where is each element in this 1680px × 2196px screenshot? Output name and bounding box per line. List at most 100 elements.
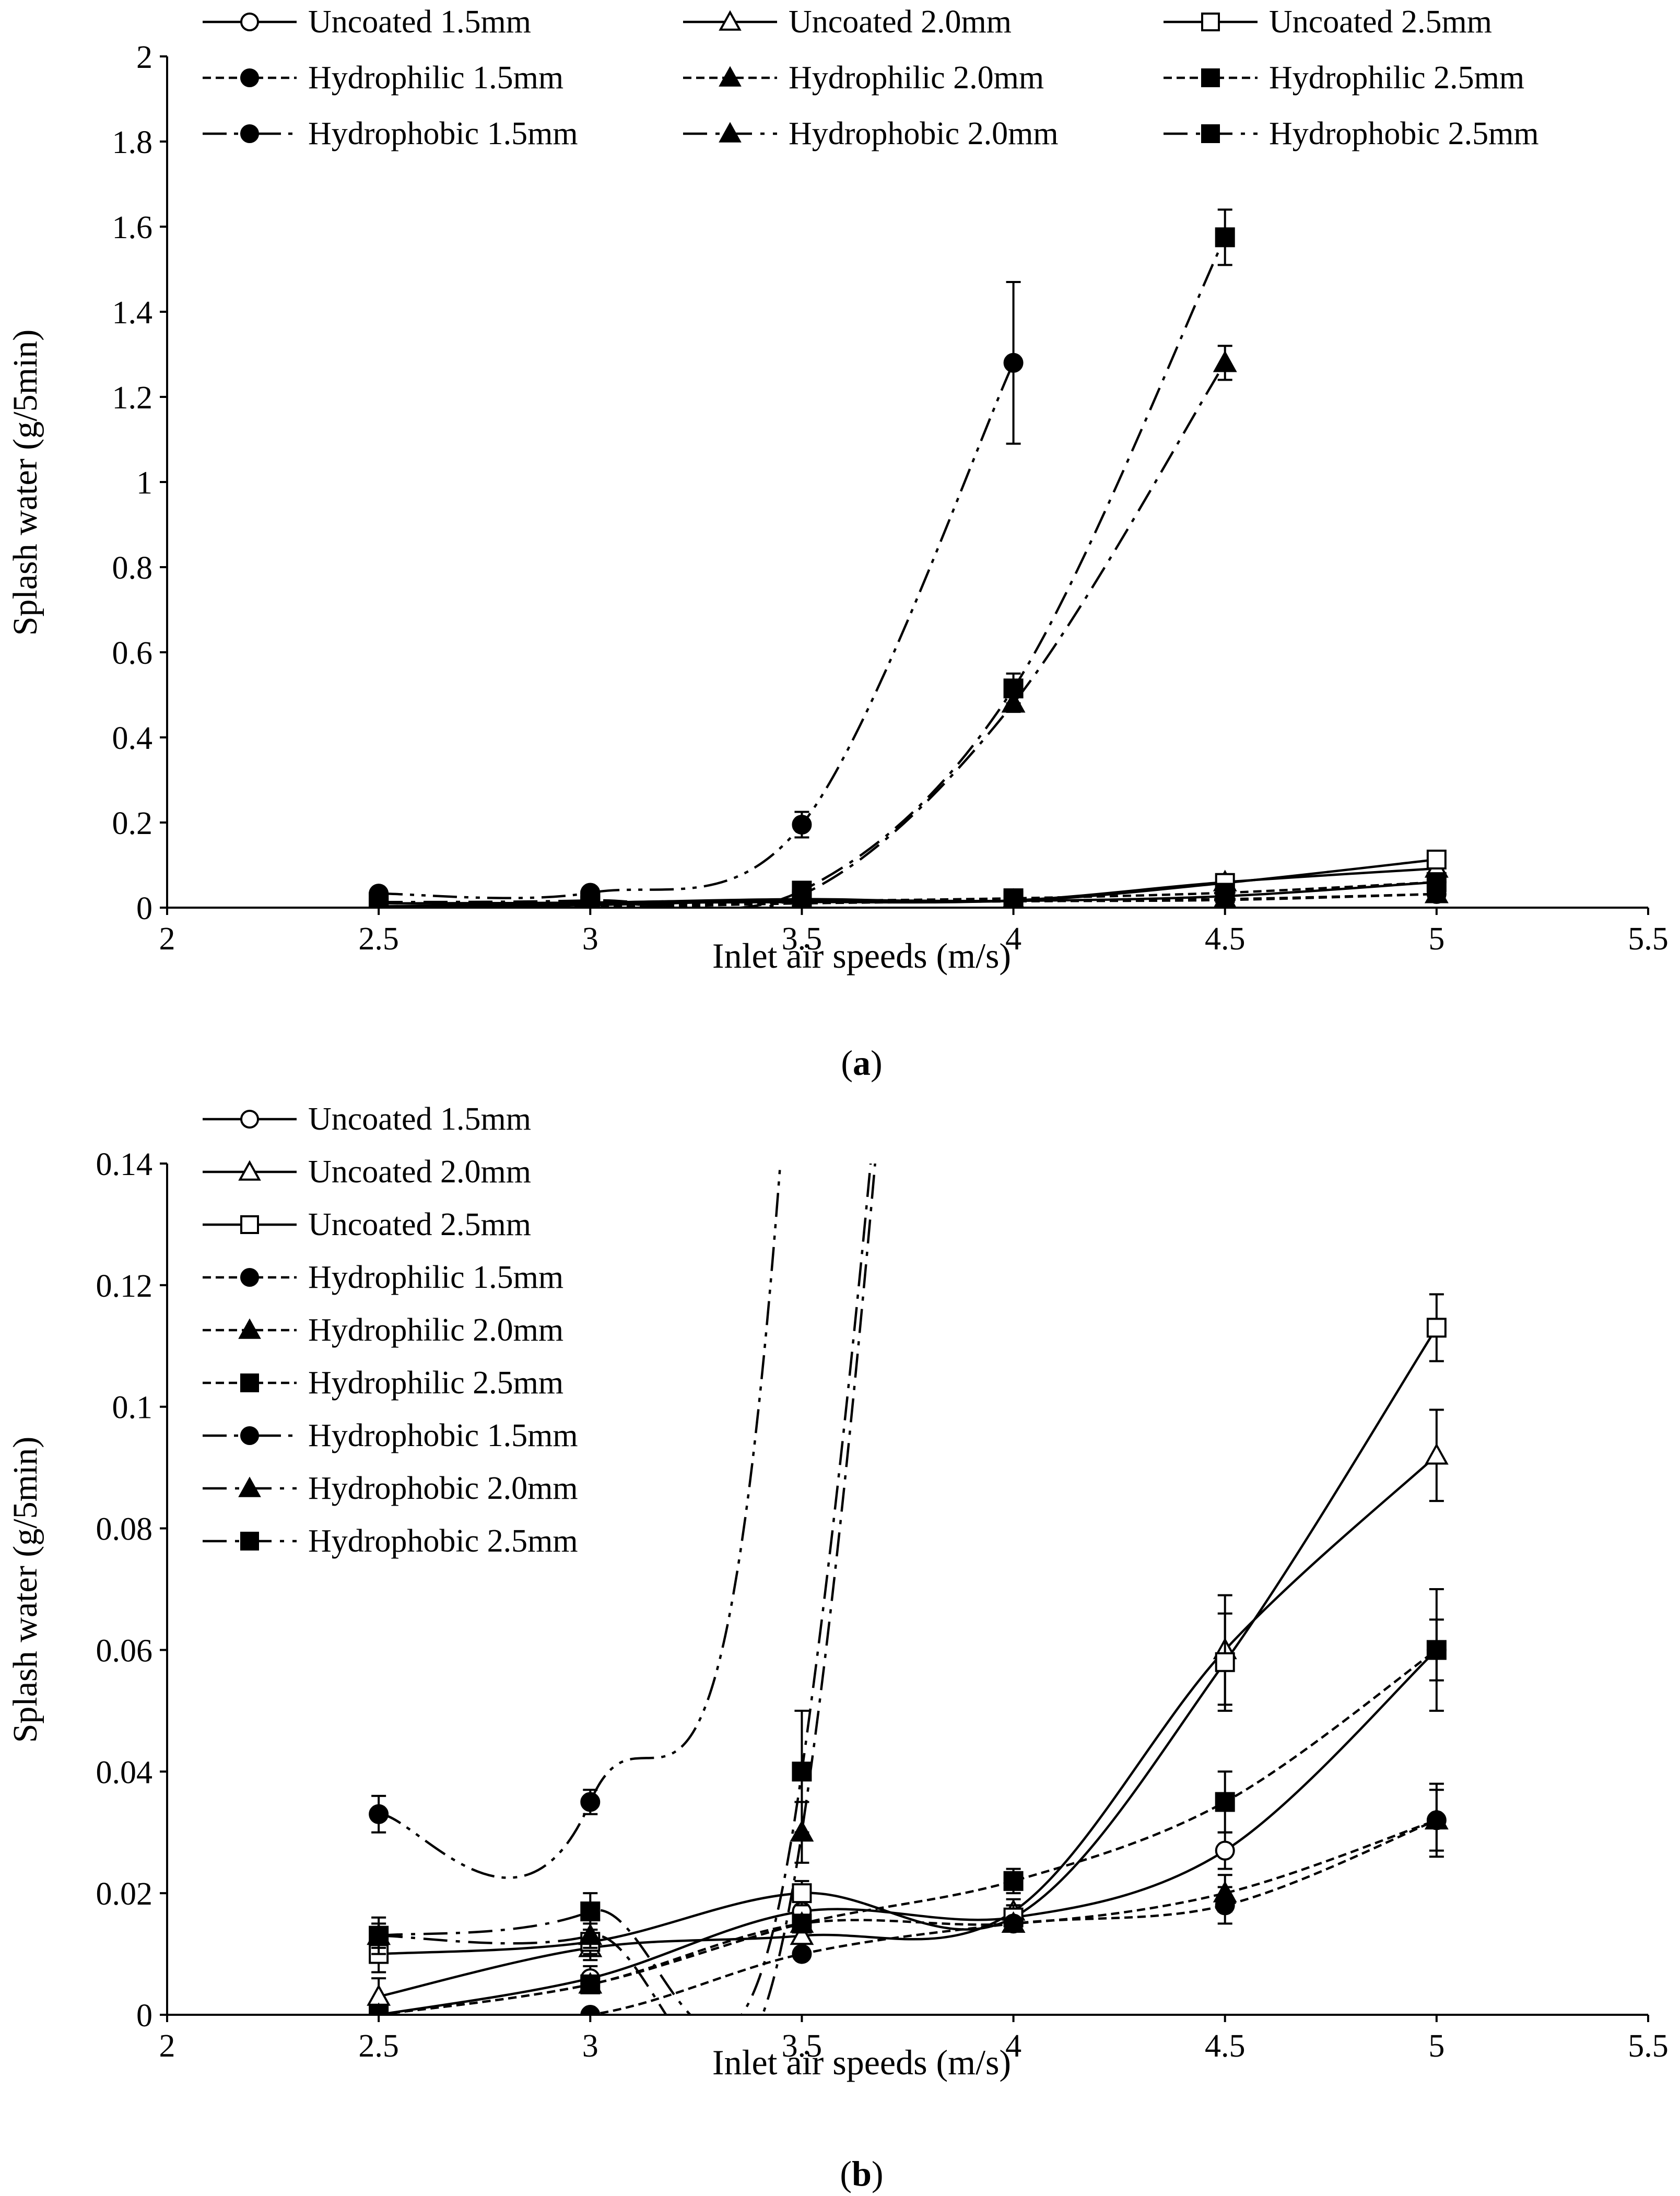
panel-a-data-point: [1003, 353, 1024, 373]
panel-b-x-axis-label: Inlet air speeds (m/s): [712, 2042, 1011, 2082]
panel-a-data-point: [1003, 888, 1024, 908]
panel-a-legend-marker: [1201, 124, 1220, 143]
panel-b-data-point: [792, 1762, 812, 1782]
panel-a-chart: 0 0.2 0.4 0.6 0.8 1 1.2 1.4 1.6 1.8 2 2 2.5 3 3.5 4 4.5…: [6, 4, 1669, 1083]
panel-b-legend: Uncoated 1.5mm Uncoated 2.0mm Uncoated 2.5…: [203, 1101, 578, 1559]
panel-a-legend-item: Hydrophilic 2.0mm: [683, 60, 1044, 96]
panel-b-legend-item: Hydrophobic 2.5mm: [203, 1523, 578, 1559]
panel-a-legend-marker: [719, 122, 742, 143]
panel-b-legend-label: Hydrophobic 2.5mm: [308, 1523, 578, 1559]
panel-a-legend-item: Hydrophobic 1.5mm: [203, 116, 578, 151]
panel-a-series-hydrophobic-1-5mm: [369, 280, 1024, 904]
panel-a-y-tick-label: 1: [136, 465, 152, 501]
panel-a-x-tick-label: 4.5: [1205, 921, 1246, 957]
panel-b-legend-item: Hydrophilic 2.0mm: [203, 1312, 563, 1348]
panel-b-y-tick-label: 0.1: [112, 1390, 153, 1426]
panel-a-legend-label: Uncoated 2.0mm: [789, 4, 1012, 40]
panel-b-x-tick-labels: 2 2.5 3 3.5 4 4.5 5 5.5: [159, 2028, 1669, 2064]
panel-b-plot-area: [367, 1164, 1449, 2015]
panel-b-x-tick-label: 5.5: [1628, 2028, 1669, 2064]
panel-b-series-line-hydrophilic-1-5mm: [379, 1819, 1437, 2015]
panel-b-data-point: [792, 1944, 812, 1964]
panel-b-data-point: [580, 1974, 601, 1994]
panel-a-series-line-hydrophobic-1-5mm: [379, 362, 1015, 899]
panel-b-data-point: [1215, 1652, 1235, 1672]
panel-a-x-tick-label: 5: [1428, 921, 1444, 957]
panel-a-legend: Uncoated 1.5mm Uncoated 2.0mm Uncoated 2.5…: [203, 4, 1539, 151]
panel-a-legend-marker: [240, 124, 259, 143]
panel-b-legend-label: Hydrophobic 1.5mm: [308, 1418, 578, 1453]
panel-b-data-point: [1424, 1443, 1449, 1465]
panel-b-data-point: [1426, 1640, 1447, 1660]
panel-a-data-point: [1215, 227, 1235, 248]
panel-b-legend-item: Hydrophobic 2.0mm: [203, 1471, 578, 1506]
panel-b-y-tick-label: 0.06: [96, 1633, 153, 1669]
panel-b-series-line-uncoated-2-0mm: [378, 1454, 1438, 1998]
panel-b-label: b: [852, 2154, 872, 2193]
panel-a-legend-item: Hydrophilic 2.5mm: [1164, 60, 1524, 96]
panel-a-legend-marker: [240, 68, 259, 87]
panel-a-y-tick-label: 1.4: [112, 295, 153, 331]
panel-a-data-point: [1426, 872, 1447, 893]
panel-b-legend-label: Hydrophilic 1.5mm: [308, 1260, 563, 1295]
panel-a-y-tick-label: 1.2: [112, 380, 153, 416]
panel-b-y-tick-label: 0.12: [96, 1269, 153, 1304]
panel-b-x-tick-label: 2.5: [358, 2028, 399, 2064]
panel-b-legend-label: Uncoated 2.5mm: [308, 1207, 531, 1242]
panel-b-data-point: [578, 1923, 603, 1945]
panel-b-legend-item: Hydrophilic 2.5mm: [203, 1365, 563, 1401]
panel-b-series-hydrophilic-2-5mm: [369, 1588, 1447, 2015]
panel-a-series-uncoated-1-5mm: [369, 872, 1447, 908]
panel-b-x-tick-label: 3: [582, 2028, 598, 2064]
panel-a-y-tick-label: 1.8: [112, 125, 153, 160]
panel-b-series-uncoated-1-5mm: [369, 1618, 1447, 2015]
panel-b-data-point: [580, 1901, 601, 1922]
panel-a-y-tick-label: 0.8: [112, 550, 153, 586]
panel-a-legend-item: Uncoated 2.0mm: [683, 4, 1012, 40]
panel-b-legend-label: Hydrophobic 2.0mm: [308, 1471, 578, 1506]
panel-b-data-point: [1424, 1807, 1449, 1830]
panel-a-label: a: [853, 1043, 871, 1083]
panel-a-data-point: [1424, 882, 1449, 903]
panel-a-plot-area: [369, 208, 1449, 908]
panel-a-y-axis-label: Splash water (g/5min): [6, 330, 44, 636]
panel-b-legend-item: Uncoated 2.5mm: [203, 1207, 531, 1242]
panel-b-y-tick-label: 0.14: [96, 1147, 153, 1182]
panel-b-data-point: [1001, 1911, 1026, 1933]
panel-b-series-hydrophilic-2-0mm: [371, 1789, 1449, 2015]
panel-b-data-point: [580, 1792, 601, 1812]
panel-b-legend-marker: [240, 1268, 259, 1287]
panel-b-data-point: [369, 1925, 389, 1946]
panel-b-x-tick-label: 4: [1005, 2028, 1021, 2064]
panel-b-legend-item: Hydrophobic 1.5mm: [203, 1418, 578, 1453]
panel-b-data-point: [1215, 1792, 1235, 1812]
panel-b-legend-marker: [238, 1476, 261, 1497]
panel-a-series-line-uncoated-2-5mm: [379, 858, 1437, 905]
panel-a-series-line-hydrophilic-2-5mm: [379, 880, 1437, 908]
panel-b-series-hydrophobic-1-5mm: [369, 1164, 782, 1879]
panel-b-y-tick-label: 0.08: [96, 1512, 153, 1547]
panel-b-legend-marker: [240, 1110, 259, 1129]
panel-a-series-line-hydrophobic-2-5mm: [379, 237, 1226, 908]
panel-a-x-tick-label: 4: [1005, 921, 1021, 957]
panel-b-x-tick-label: 4.5: [1205, 2028, 1246, 2064]
panel-b-series-line-hydrophilic-2-5mm: [378, 1649, 1438, 2015]
panel-a-data-point: [792, 880, 812, 901]
panel-a-series-line-hydrophilic-2-0mm: [379, 893, 1437, 908]
panel-a-legend-item: Uncoated 2.5mm: [1164, 4, 1492, 40]
panel-b-data-point: [1213, 1881, 1237, 1903]
panel-a-series-hydrophilic-2-5mm: [369, 872, 1447, 908]
panel-b-y-tick-label: 0.02: [96, 1876, 153, 1912]
panel-a-axes: [160, 55, 1649, 915]
panel-b-data-point: [792, 1883, 812, 1904]
panel-a-x-tick-label: 2.5: [358, 921, 399, 957]
panel-a-data-point: [1426, 849, 1447, 870]
panel-a-caption: (a): [841, 1043, 882, 1083]
panel-b-legend-marker: [240, 1373, 259, 1392]
panel-b-y-axis-label: Splash water (g/5min): [6, 1437, 44, 1743]
panel-b-legend-marker: [240, 1532, 259, 1551]
panel-a-x-tick-label: 3: [582, 921, 598, 957]
panel-a-legend-label: Hydrophilic 1.5mm: [308, 60, 563, 96]
panel-b-data-point: [1003, 1871, 1024, 1891]
